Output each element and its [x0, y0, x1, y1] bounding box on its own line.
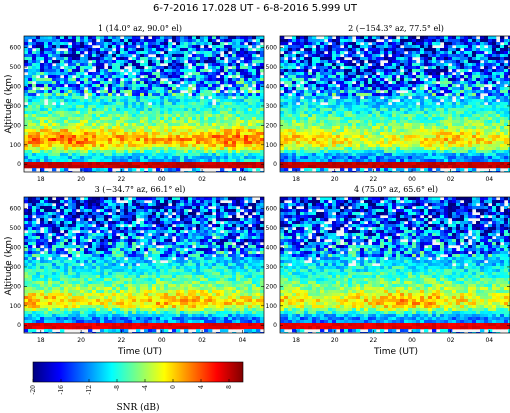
- x-tick-label: 04: [485, 337, 493, 344]
- colorbar-tick-label: -12: [86, 385, 93, 395]
- y-tick-label: 200: [10, 283, 22, 290]
- x-tick-label: 22: [118, 176, 126, 183]
- x-tick-label: 04: [239, 337, 247, 344]
- y-tick-label: 300: [10, 103, 22, 110]
- x-tick-label: 18: [292, 337, 300, 344]
- x-tick-label: 22: [370, 337, 378, 344]
- heatmap-cells: [280, 197, 510, 333]
- y-tick-label: 400: [266, 84, 278, 91]
- y-tick-label: 300: [266, 103, 278, 110]
- x-tick-label: 04: [485, 176, 493, 183]
- heatmap-cells: [280, 36, 510, 172]
- colorbar: -20 -16 -12 -8 -4 0 4 8 SNR (dB): [30, 361, 244, 413]
- y-tick-label: 0: [273, 161, 277, 168]
- plot-frame: [23, 35, 265, 173]
- x-tick-label: 20: [77, 337, 85, 344]
- x-tick-label: 00: [408, 176, 416, 183]
- x-tick-label: 22: [118, 337, 126, 344]
- panel-2-plot: 0 100 200 300 400 500 600 18 20 22 00 02 04: [266, 35, 510, 183]
- panel-1-plot: 0 100 200 300 400 500 600 18 20 22 00 02 04: [10, 35, 265, 183]
- x-tick-label: 02: [447, 337, 455, 344]
- x-tick-label: 02: [447, 176, 455, 183]
- y-tick-label: 300: [266, 264, 278, 271]
- panel-3-title: 3 (−34.7° az, 66.1° el): [95, 185, 186, 194]
- x-tick-label: 00: [158, 337, 166, 344]
- panel-2: 2 (−154.3° az, 77.5° el) 0 100 200 300 400 50…: [266, 24, 510, 183]
- x-tick-label: 20: [331, 337, 339, 344]
- panel-1-title: 1 (14.0° az, 90.0° el): [98, 24, 182, 33]
- colorbar-tick-label: -16: [58, 385, 65, 395]
- y-tick-label: 100: [10, 142, 22, 149]
- y-tick-label: 600: [10, 206, 22, 213]
- colorbar-tick-label: 0: [170, 385, 177, 389]
- panel-3: 3 (−34.7° az, 66.1° el) Altitude (km) Ti…: [4, 185, 265, 357]
- panel-3-plot: 0 100 200 300 400 500 600 18 20 22 00 02 04: [10, 196, 265, 344]
- y-tick-label: 100: [266, 142, 278, 149]
- y-tick-label: 100: [266, 303, 278, 310]
- x-tick-label: 20: [331, 176, 339, 183]
- y-tick-label: 200: [266, 122, 278, 129]
- heatmap-cells: [24, 197, 264, 333]
- y-tick-label: 600: [10, 45, 22, 52]
- colorbar-tick-label: 4: [198, 385, 205, 389]
- colorbar-tick-label: 8: [226, 385, 233, 389]
- panel-4-plot: 0 100 200 300 400 500 600 18 20 22 00 02 04: [266, 196, 510, 344]
- colorbar-label: SNR (dB): [116, 402, 159, 413]
- panel-4-title: 4 (75.0° az, 65.6° el): [354, 185, 438, 194]
- y-tick-label: 500: [266, 225, 278, 232]
- x-tick-label: 02: [198, 337, 206, 344]
- figure-title: 6-7-2016 17.028 UT - 6-8-2016 5.999 UT: [153, 3, 358, 14]
- panel-1: 1 (14.0° az, 90.0° el) Altitude (km) 0 10…: [4, 24, 265, 183]
- y-tick-label: 400: [10, 245, 22, 252]
- colorbar-ticks: -20 -16 -12 -8 -4 0 4 8: [30, 379, 233, 395]
- panel-1-ylabel: Altitude (km): [4, 74, 14, 133]
- x-tick-label: 22: [370, 176, 378, 183]
- y-tick-label: 0: [17, 161, 21, 168]
- y-tick-label: 600: [266, 45, 278, 52]
- y-tick-label: 200: [266, 283, 278, 290]
- x-tick-label: 20: [77, 176, 85, 183]
- x-tick-label: 18: [37, 337, 45, 344]
- panel-3-xlabel: Time (UT): [117, 347, 162, 357]
- colorbar-tick-label: -4: [142, 385, 149, 391]
- x-tick-label: 02: [198, 176, 206, 183]
- y-tick-label: 0: [273, 322, 277, 329]
- panel-4: 4 (75.0° az, 65.6° el) Time (UT) 0100200…: [266, 185, 510, 357]
- plot-frame: [279, 35, 510, 173]
- colorbar-tick-label: -8: [114, 385, 121, 391]
- y-tick-label: 0: [17, 322, 21, 329]
- y-tick-label: 100: [10, 303, 22, 310]
- y-tick-label: 300: [10, 264, 22, 271]
- colorbar-tick-label: -20: [30, 385, 37, 395]
- y-tick-label: 400: [10, 84, 22, 91]
- plot-frame: [279, 196, 510, 334]
- x-tick-label: 00: [408, 337, 416, 344]
- x-tick-label: 18: [37, 176, 45, 183]
- x-tick-label: 04: [239, 176, 247, 183]
- plot-frame: [23, 196, 265, 334]
- x-tick-label: 00: [158, 176, 166, 183]
- panel-3-ylabel: Altitude (km): [4, 236, 14, 295]
- y-tick-label: 500: [10, 225, 22, 232]
- y-tick-label: 400: [266, 245, 278, 252]
- y-tick-label: 500: [266, 64, 278, 71]
- panel-4-xlabel: Time (UT): [373, 347, 418, 357]
- y-tick-label: 600: [266, 206, 278, 213]
- x-tick-label: 18: [292, 176, 300, 183]
- colorbar-gradient: [32, 361, 244, 383]
- y-tick-label: 500: [10, 64, 22, 71]
- panel-2-title: 2 (−154.3° az, 77.5° el): [348, 24, 444, 33]
- y-tick-label: 200: [10, 122, 22, 129]
- heatmap-cells: [24, 36, 264, 172]
